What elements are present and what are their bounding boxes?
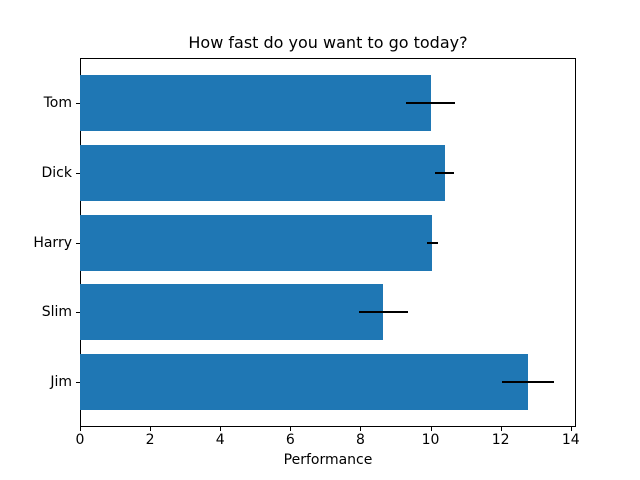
x-tick-mark-4 — [220, 427, 222, 431]
error-bar-harry — [427, 241, 438, 244]
error-bar-slim — [358, 311, 408, 314]
bar-tom — [80, 74, 431, 131]
y-tick-mark-tom — [76, 102, 80, 104]
error-bar-dick — [434, 171, 455, 174]
x-tick-label-8: 8 — [355, 432, 365, 448]
x-tick-label-10: 10 — [421, 432, 440, 448]
y-tick-mark-harry — [76, 242, 80, 244]
y-tick-label-harry: Harry — [33, 234, 72, 251]
y-tick-label-slim: Slim — [41, 304, 72, 321]
x-tick-label-4: 4 — [215, 432, 225, 448]
x-tick-mark-6 — [290, 427, 292, 431]
y-tick-label-tom: Tom — [43, 94, 72, 111]
y-tick-mark-dick — [76, 172, 80, 174]
x-tick-mark-14 — [570, 427, 572, 431]
y-tick-mark-slim — [76, 312, 80, 314]
x-tick-label-12: 12 — [491, 432, 510, 448]
y-tick-label-dick: Dick — [41, 164, 72, 181]
chart-title: How fast do you want to go today? — [188, 33, 468, 52]
bars-layer — [80, 58, 576, 427]
bar-slim — [80, 284, 384, 341]
y-tick-mark-jim — [76, 382, 80, 384]
x-tick-mark-12 — [500, 427, 502, 431]
x-tick-label-14: 14 — [561, 432, 580, 448]
x-tick-mark-2 — [150, 427, 152, 431]
x-tick-label-2: 2 — [145, 432, 155, 448]
error-bar-jim — [502, 381, 554, 384]
x-tick-label-6: 6 — [285, 432, 295, 448]
bar-harry — [80, 214, 433, 271]
x-tick-label-0: 0 — [75, 432, 85, 448]
x-axis-label: Performance — [283, 452, 373, 468]
y-tick-label-jim: Jim — [50, 374, 72, 391]
x-tick-mark-8 — [360, 427, 362, 431]
bar-dick — [80, 144, 445, 201]
x-tick-mark-10 — [430, 427, 432, 431]
error-bar-tom — [405, 101, 456, 104]
bar-jim — [80, 354, 528, 411]
x-tick-mark-0 — [80, 427, 81, 431]
